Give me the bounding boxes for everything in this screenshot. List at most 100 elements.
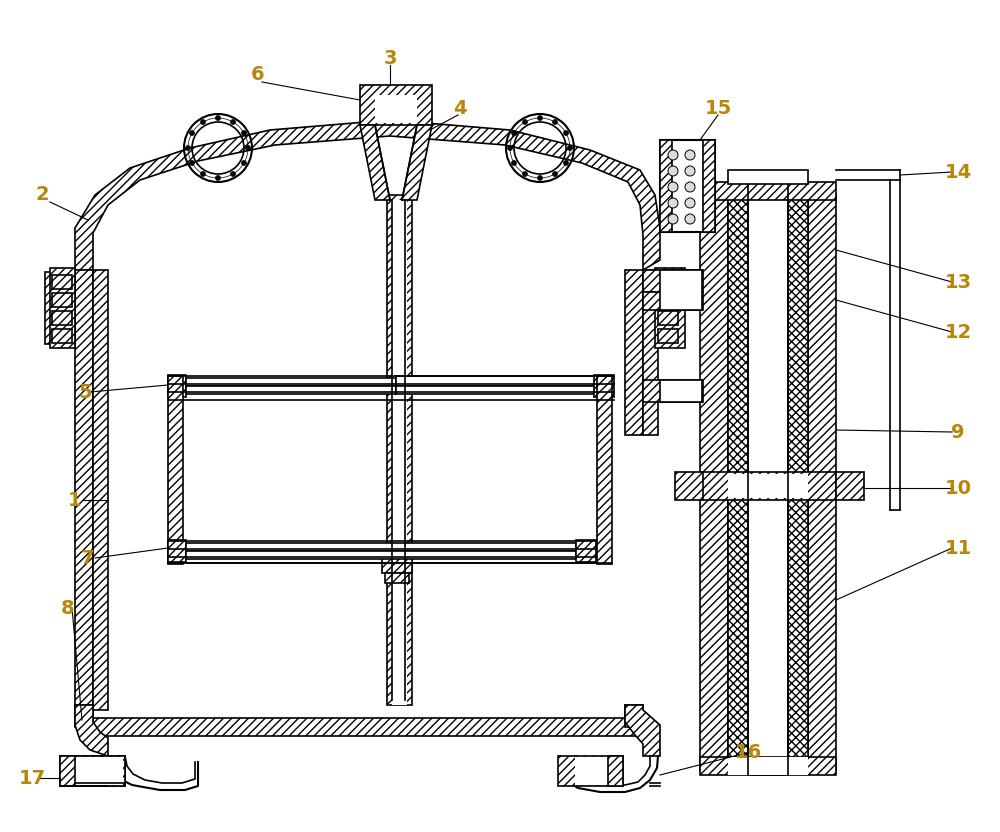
- Bar: [660, 140, 672, 232]
- Bar: [808, 195, 836, 770]
- Circle shape: [216, 176, 220, 181]
- Bar: [52, 275, 72, 289]
- Bar: [52, 311, 72, 325]
- Text: 7: 7: [81, 548, 95, 567]
- Bar: [50, 268, 75, 348]
- Bar: [836, 472, 864, 500]
- Circle shape: [512, 131, 517, 136]
- Circle shape: [186, 146, 190, 151]
- Circle shape: [685, 182, 695, 192]
- Bar: [60, 756, 125, 786]
- Polygon shape: [360, 125, 390, 200]
- Bar: [655, 268, 685, 348]
- Bar: [748, 185, 788, 775]
- Bar: [186, 386, 396, 394]
- Bar: [658, 270, 683, 342]
- Bar: [658, 275, 678, 289]
- Bar: [700, 195, 728, 770]
- Bar: [385, 573, 409, 583]
- Text: 15: 15: [704, 98, 732, 117]
- Polygon shape: [402, 125, 432, 200]
- Bar: [387, 195, 412, 705]
- Bar: [625, 705, 643, 727]
- Circle shape: [190, 131, 195, 136]
- Bar: [643, 270, 658, 435]
- Bar: [643, 292, 703, 310]
- Circle shape: [563, 131, 568, 136]
- Text: 4: 4: [453, 98, 467, 117]
- Text: 3: 3: [383, 48, 397, 67]
- Bar: [392, 200, 407, 705]
- Bar: [594, 375, 614, 397]
- Text: 17: 17: [18, 769, 46, 788]
- Circle shape: [538, 116, 542, 121]
- Bar: [658, 293, 678, 307]
- Bar: [728, 757, 808, 775]
- Bar: [396, 386, 606, 394]
- Bar: [608, 756, 623, 786]
- Circle shape: [522, 171, 528, 176]
- Bar: [70, 756, 115, 786]
- Text: 12: 12: [944, 323, 972, 341]
- Bar: [382, 558, 412, 573]
- Circle shape: [241, 131, 246, 136]
- Text: 13: 13: [944, 273, 972, 291]
- Circle shape: [508, 146, 512, 151]
- Bar: [643, 380, 703, 402]
- Circle shape: [216, 116, 220, 121]
- Bar: [60, 756, 125, 786]
- Polygon shape: [75, 705, 108, 756]
- Bar: [396, 376, 606, 386]
- Circle shape: [563, 161, 568, 166]
- Bar: [186, 378, 396, 386]
- Bar: [168, 375, 186, 397]
- Circle shape: [668, 166, 678, 176]
- Circle shape: [200, 120, 206, 125]
- Bar: [186, 543, 576, 551]
- Circle shape: [538, 176, 542, 181]
- Bar: [728, 474, 808, 498]
- Bar: [700, 182, 836, 200]
- Bar: [360, 85, 432, 125]
- Text: 11: 11: [944, 538, 972, 557]
- Bar: [558, 756, 623, 786]
- Circle shape: [522, 120, 528, 125]
- Bar: [658, 329, 678, 343]
- Bar: [660, 380, 702, 402]
- Bar: [93, 270, 108, 710]
- Bar: [703, 140, 715, 232]
- Bar: [186, 551, 576, 559]
- Text: 1: 1: [68, 491, 82, 509]
- Circle shape: [241, 161, 246, 166]
- Bar: [576, 540, 596, 562]
- Circle shape: [685, 198, 695, 208]
- Circle shape: [685, 214, 695, 224]
- Bar: [728, 170, 808, 184]
- Bar: [660, 270, 702, 310]
- Circle shape: [200, 171, 206, 176]
- Circle shape: [568, 146, 572, 151]
- Text: 8: 8: [61, 598, 75, 617]
- Bar: [643, 270, 703, 292]
- Text: 9: 9: [951, 423, 965, 442]
- Bar: [700, 472, 836, 500]
- Bar: [75, 270, 93, 710]
- Bar: [93, 718, 643, 736]
- Circle shape: [668, 198, 678, 208]
- Circle shape: [552, 171, 558, 176]
- Bar: [660, 140, 715, 232]
- Bar: [60, 756, 75, 786]
- Circle shape: [685, 166, 695, 176]
- Bar: [728, 195, 808, 770]
- Text: 6: 6: [251, 66, 265, 85]
- Text: 5: 5: [78, 383, 92, 402]
- Bar: [597, 376, 612, 564]
- Circle shape: [668, 182, 678, 192]
- Circle shape: [246, 146, 250, 151]
- Bar: [75, 757, 123, 785]
- Polygon shape: [75, 120, 660, 270]
- Text: 10: 10: [944, 478, 972, 498]
- Bar: [52, 329, 72, 343]
- Bar: [700, 757, 836, 775]
- Bar: [625, 270, 643, 435]
